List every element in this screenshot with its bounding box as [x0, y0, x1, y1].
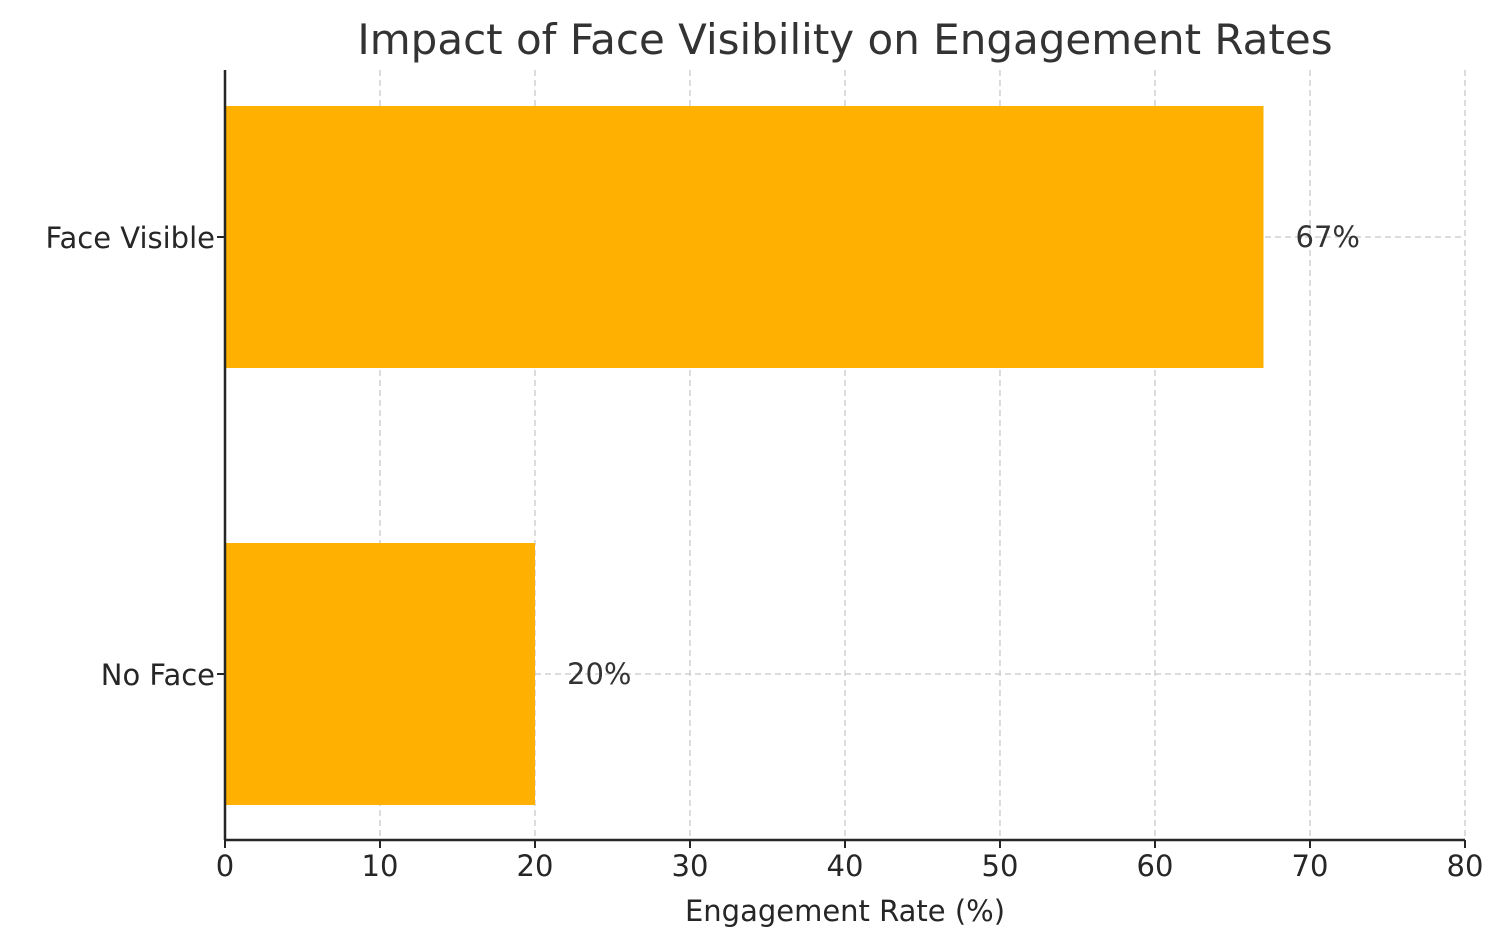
- x-tick-label: 40: [827, 849, 864, 883]
- data-label: 67%: [1296, 220, 1360, 254]
- data-labels: 67% 20%: [567, 220, 1360, 691]
- bars: [225, 106, 1264, 805]
- x-tick-label: 10: [362, 849, 399, 883]
- data-label: 20%: [567, 657, 631, 691]
- bar-no-face: [225, 543, 535, 805]
- x-tick-label: 80: [1447, 849, 1484, 883]
- x-tick-label: 0: [216, 849, 234, 883]
- x-tick-label: 20: [517, 849, 554, 883]
- x-axis-label: Engagement Rate (%): [685, 894, 1005, 928]
- x-tick-label: 70: [1292, 849, 1329, 883]
- bar-face-visible: [225, 106, 1264, 368]
- y-tick-label: No Face: [101, 658, 215, 692]
- axes: 0 10 20 30 40 50 60 70 80 Face Visible No Face: [45, 70, 1483, 883]
- x-tick-label: 50: [982, 849, 1019, 883]
- chart-title: Impact of Face Visibility on Engagement …: [357, 15, 1332, 64]
- x-tick-label: 60: [1137, 849, 1174, 883]
- x-tick-label: 30: [672, 849, 709, 883]
- y-tick-label: Face Visible: [45, 221, 215, 255]
